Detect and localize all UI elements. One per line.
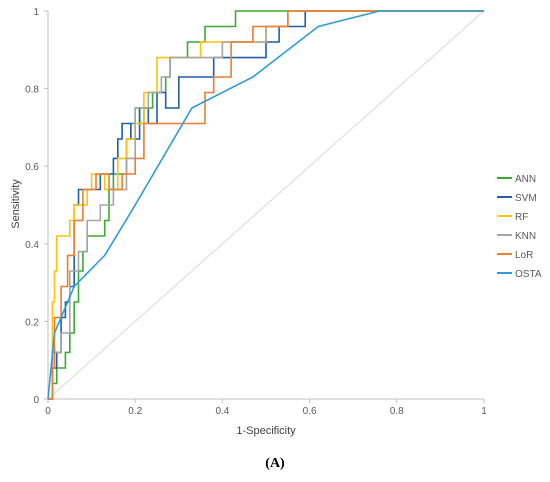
x-axis-label: 1-Specificity <box>236 425 296 437</box>
series-lines <box>47 10 484 400</box>
y-tick-label: 0 <box>33 395 39 406</box>
y-tick-label: 1 <box>33 7 39 18</box>
x-tick-label: 0.8 <box>390 406 404 417</box>
x-tick-label: 0.2 <box>128 406 142 417</box>
series-line-osta <box>47 10 484 400</box>
legend-label-rf: RF <box>515 212 528 223</box>
axes: 0 0.2 0.4 0.6 0.8 1 0 0.2 0.4 0.6 0.8 1 <box>25 7 487 417</box>
legend: ANN SVM RF KNN LoR OSTA <box>497 174 542 280</box>
legend-label-ann: ANN <box>515 174 536 185</box>
x-tick-label: 0 <box>45 406 51 417</box>
plot-area <box>47 10 485 400</box>
y-tick-label: 0.6 <box>25 162 39 173</box>
legend-label-osta: OSTA <box>515 269 542 280</box>
y-tick-label: 0.2 <box>25 317 39 328</box>
x-tick-label: 1 <box>481 406 487 417</box>
x-tick-label: 0.4 <box>215 406 229 417</box>
legend-label-knn: KNN <box>515 231 536 242</box>
y-tick-label: 0.4 <box>25 240 39 251</box>
panel-label-text: (A) <box>265 456 285 471</box>
legend-label-svm: SVM <box>515 193 537 204</box>
panel-label: (A) <box>0 456 550 472</box>
reference-diagonal <box>47 10 485 400</box>
legend-label-lor: LoR <box>515 250 533 261</box>
x-tick-label: 0.6 <box>303 406 317 417</box>
series-line-lor <box>48 10 484 400</box>
y-tick-label: 0.8 <box>25 85 39 96</box>
y-axis-label: Sensitivity <box>10 179 22 229</box>
